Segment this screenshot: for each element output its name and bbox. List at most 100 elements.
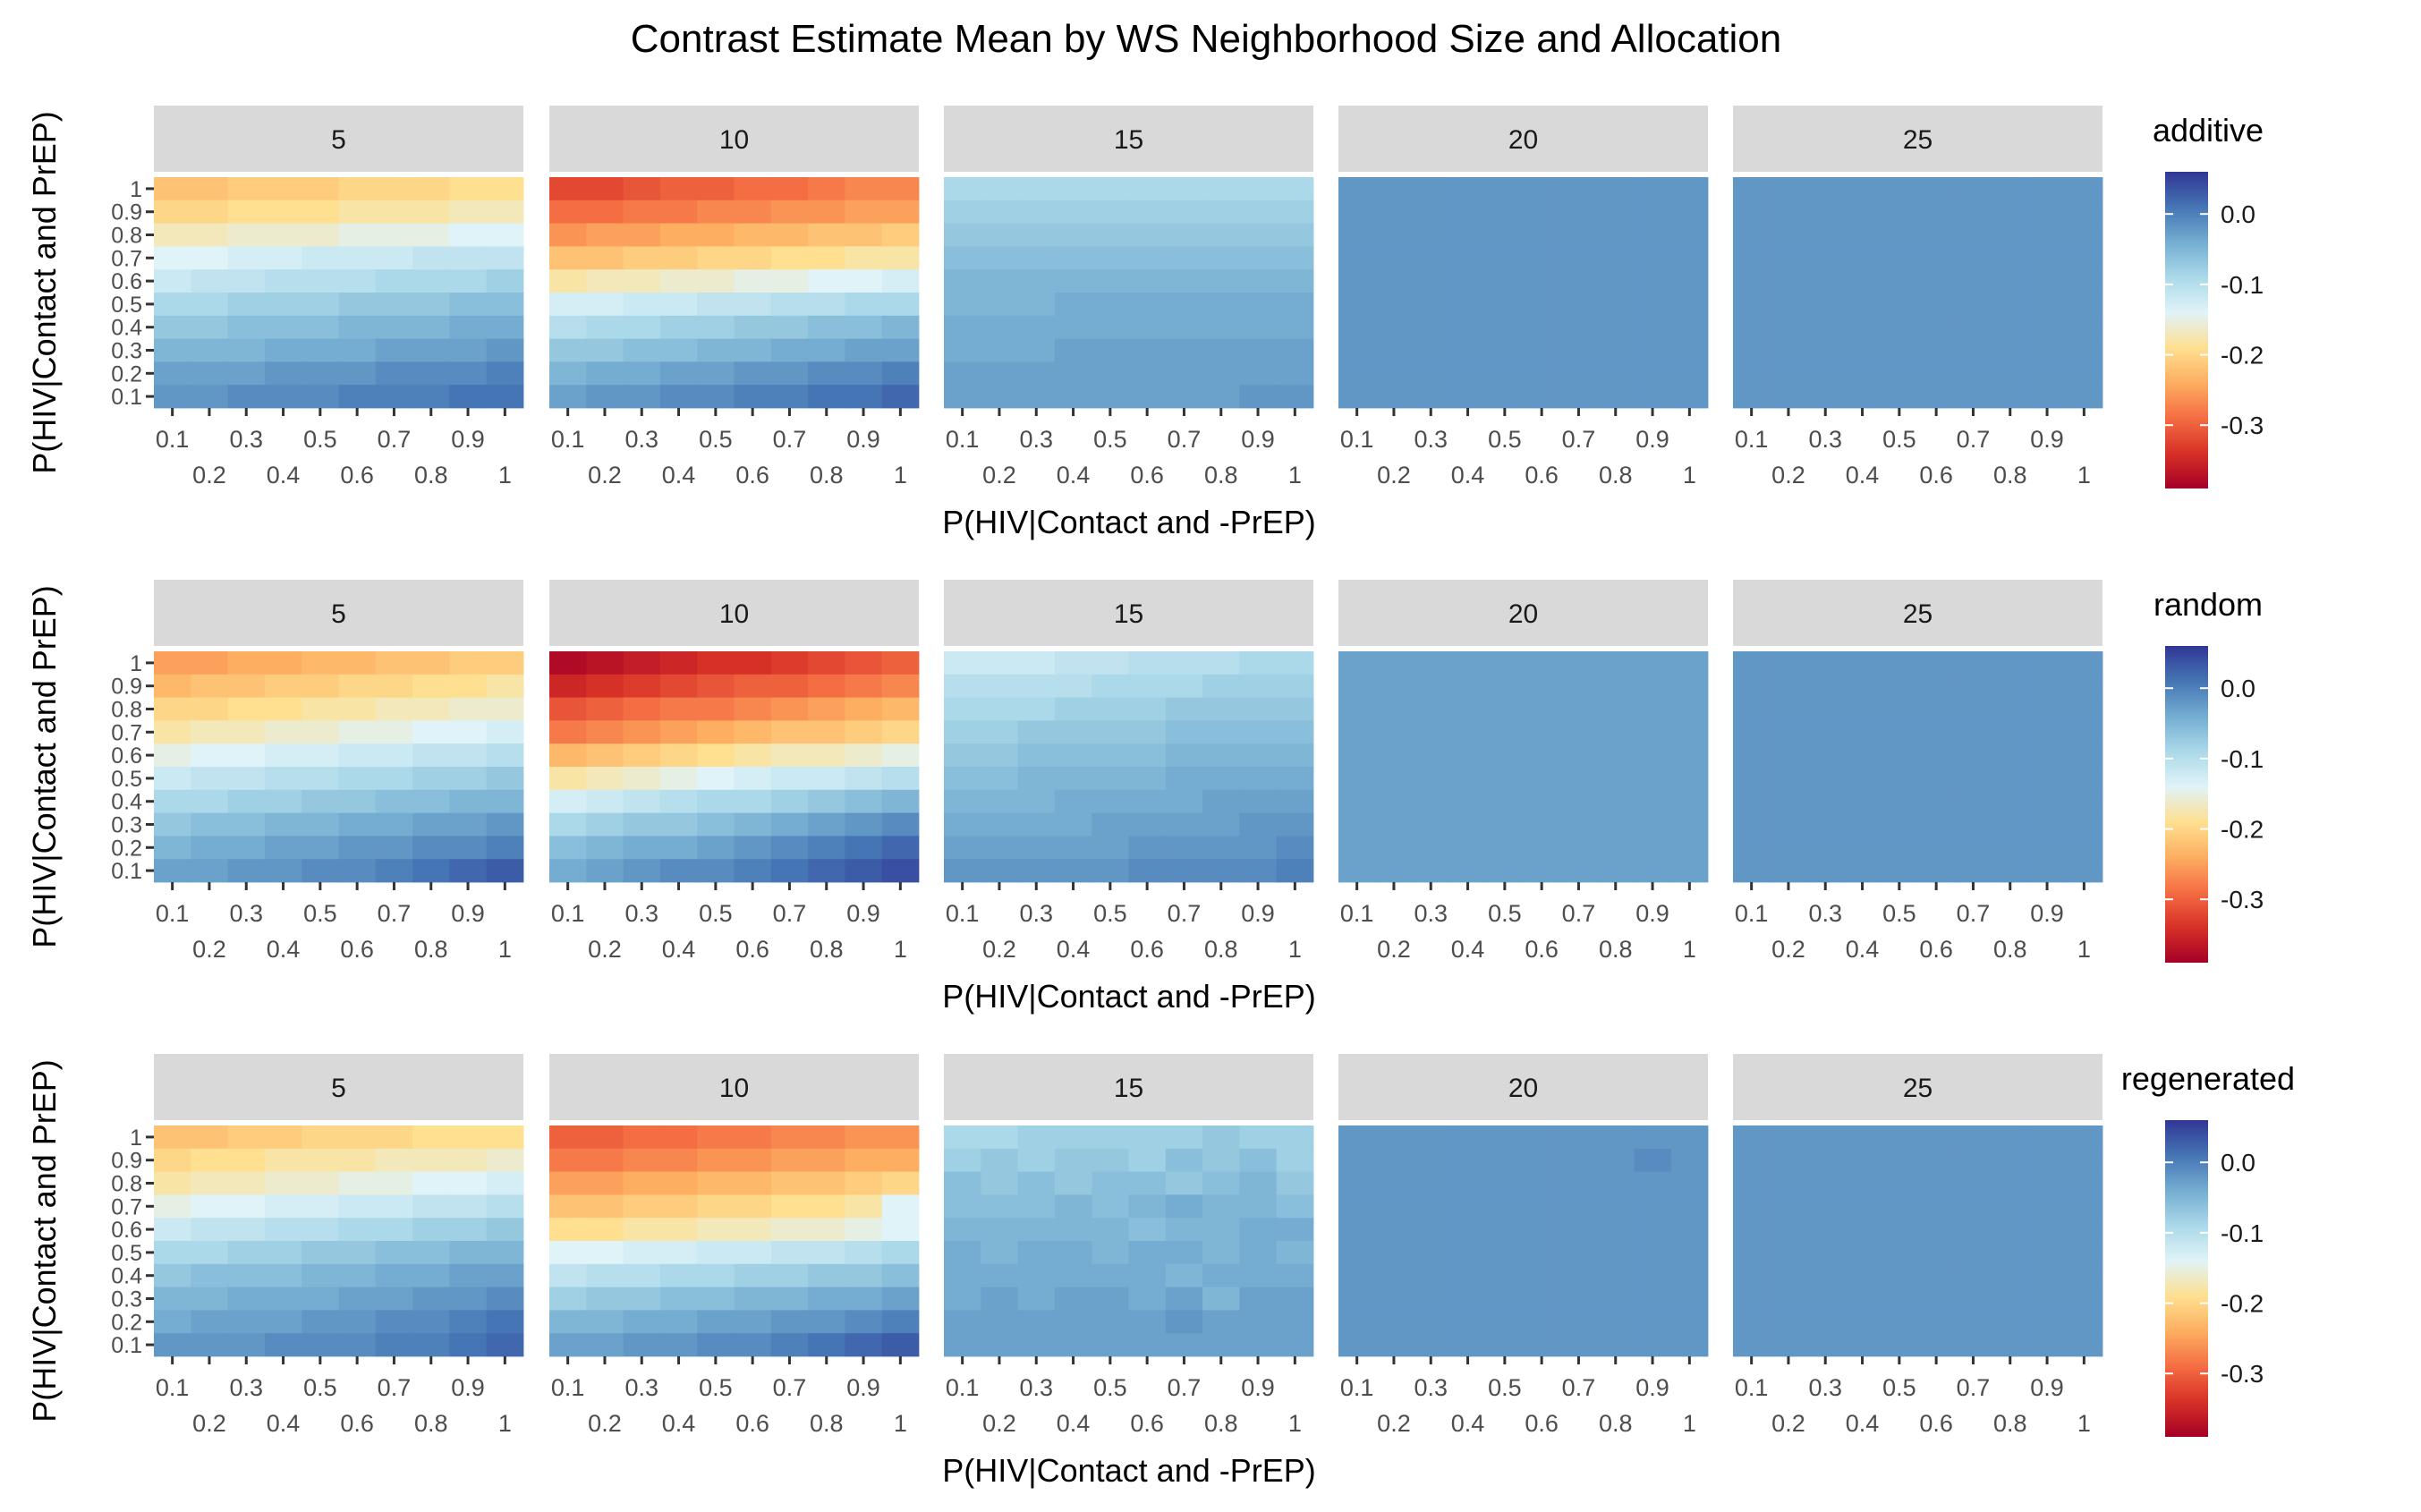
heatmap-cell [1634,293,1672,317]
heatmap-cell [1448,293,1487,317]
heatmap-cell [227,1126,266,1150]
heatmap-cell [1917,1194,1956,1219]
heatmap-cell [549,338,587,362]
heatmap-cell [1128,177,1167,201]
heatmap-cell [734,315,772,339]
heatmap-cell [1202,789,1240,813]
colorbar-tick-label: -0.1 [2221,271,2264,299]
heatmap-cell [1128,1148,1167,1172]
heatmap-cell [412,338,450,362]
heatmap-cell [1634,385,1672,409]
heatmap-cell [1054,1287,1092,1311]
heatmap-cell [2065,836,2103,860]
heatmap-cell [1634,720,1672,744]
heatmap-cell [881,385,920,409]
heatmap-cell [1992,1263,2029,1287]
heatmap-cell [1338,789,1376,813]
heatmap-cell [1092,697,1129,721]
heatmap-cell [1992,1310,2029,1334]
x-tick-label: 0.8 [1204,462,1238,488]
heatmap-cell [2065,674,2103,698]
heatmap-cell [1634,1263,1672,1287]
heatmap-cell [1559,1171,1598,1195]
heatmap-cell [1375,767,1413,791]
heatmap-cell [808,767,845,791]
heatmap-cell [697,859,735,883]
heatmap-cell [1017,338,1056,362]
heatmap-cell [302,1148,339,1172]
x-tick-label: 0.7 [1168,426,1202,453]
heatmap-cell [845,1194,883,1219]
heatmap-cell [981,1241,1018,1265]
heatmap-cell [375,651,413,675]
heatmap-cell [1412,1171,1450,1195]
heatmap-cell [1559,651,1598,675]
heatmap-cell [734,767,772,791]
heatmap-cell [1597,269,1635,293]
heatmap-cell [1806,767,1845,791]
heatmap-cell [412,697,450,721]
heatmap-cell [191,743,228,768]
heatmap-cell [1375,789,1413,813]
heatmap-cell [1017,1310,1056,1334]
x-tick-label: 0.7 [1168,1374,1202,1401]
heatmap-cell [1054,836,1092,860]
heatmap-cell [1092,743,1129,768]
heatmap-cell [1448,1241,1487,1265]
heatmap-cell [1128,789,1167,813]
heatmap-cell [1954,1194,1992,1219]
heatmap-cell [1881,1241,1918,1265]
heatmap-cell [1992,223,2029,247]
heatmap-cell [1733,859,1771,883]
x-tick-label: 0.3 [229,1374,263,1401]
heatmap-cell [2028,836,2067,860]
heatmap-cell [549,315,587,339]
y-axis-title: P(HIV|Contact and PrEP) [26,1059,63,1423]
heatmap-cell [2065,1171,2103,1195]
heatmap-cell [549,1194,587,1219]
heatmap-cell [1992,338,2029,362]
heatmap-cell [770,836,809,860]
heatmap-cell [1523,1333,1561,1357]
heatmap-cell [338,246,377,270]
heatmap-cell [1806,1194,1845,1219]
heatmap-cell [1276,293,1314,317]
heatmap-cell [1843,1171,1882,1195]
heatmap-cell [1338,743,1376,768]
heatmap-cell [734,223,772,247]
heatmap-cell [1239,651,1278,675]
heatmap-cell [808,1333,845,1357]
heatmap-cell [486,246,524,270]
facet-strip [154,580,523,646]
x-tick-label: 0.7 [378,426,412,453]
heatmap-cell [659,200,698,224]
heatmap-cell [808,1218,845,1242]
heatmap-cell [623,269,661,293]
heatmap-cell [1634,1310,1672,1334]
heatmap-cell [1017,836,1056,860]
x-tick-label: 0.2 [1377,936,1411,963]
heatmap-cell [1276,767,1314,791]
heatmap-cell [1917,697,1956,721]
heatmap-cell [944,293,981,317]
heatmap-cell [1523,767,1561,791]
heatmap-cell [1239,223,1278,247]
heatmap-cell [881,767,920,791]
heatmap-cell [1486,200,1524,224]
x-tick-label: 0.5 [303,426,337,453]
x-tick-label: 0.5 [699,900,733,927]
heatmap-cell [1881,859,1918,883]
heatmap-cell [770,1263,809,1287]
heatmap-cell [734,1148,772,1172]
heatmap-cell [1338,246,1376,270]
heatmap-cell [808,789,845,813]
heatmap-cell [375,269,413,293]
heatmap-cell [1881,361,1918,386]
heatmap-cell [227,293,266,317]
heatmap-cell [1597,200,1635,224]
heatmap-cell [808,1126,845,1150]
heatmap-cell [770,293,809,317]
heatmap-cell [549,1126,587,1150]
heatmap-cell [770,859,809,883]
heatmap-cell [1165,361,1203,386]
